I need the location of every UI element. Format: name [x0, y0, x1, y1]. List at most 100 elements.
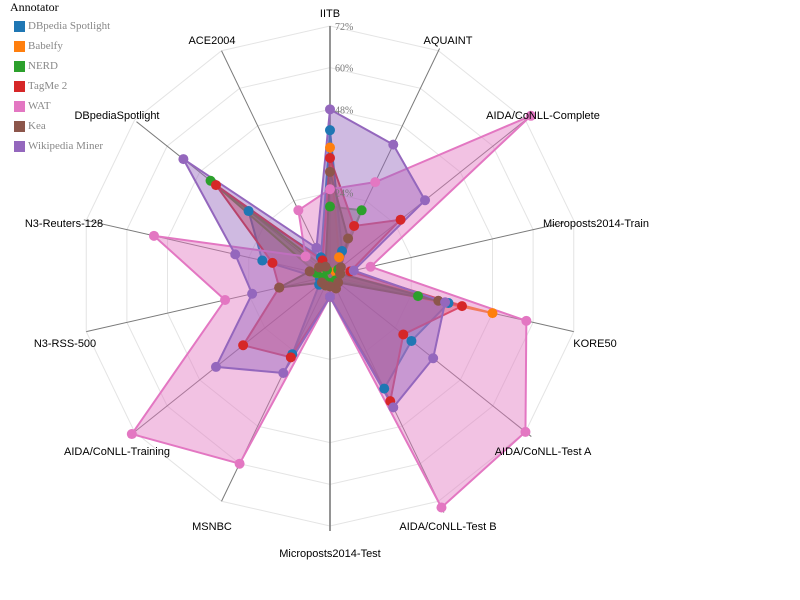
data-point: [348, 265, 359, 276]
data-point: [335, 268, 346, 279]
data-point: [274, 282, 285, 293]
data-point: [325, 142, 335, 153]
legend-label: Kea: [28, 120, 46, 132]
data-point: [320, 261, 331, 272]
data-point: [520, 426, 531, 437]
axis-line: [221, 50, 331, 277]
legend-item: Kea: [6, 116, 110, 136]
legend-item: WAT: [6, 96, 110, 116]
legend-item: TagMe 2: [6, 76, 110, 96]
data-point: [210, 180, 221, 191]
data-point: [238, 340, 249, 351]
tick-label: 60%: [335, 64, 353, 75]
legend-items: DBpedia Spotlight Babelfy NERD TagMe 2 WAT Ke…: [6, 16, 110, 156]
data-point: [178, 154, 189, 165]
data-point: [247, 288, 258, 299]
data-point: [325, 125, 335, 136]
data-point: [325, 152, 335, 163]
data-point: [257, 255, 268, 266]
data-point: [278, 367, 289, 378]
data-point: [300, 251, 311, 262]
data-point: [243, 206, 254, 217]
labels-layer: 24% 48% 60% 72% IITB AQUAINT AIDA/CoNLL-Comple…: [25, 8, 649, 560]
legend: Annotator DBpedia Spotlight Babelfy NERD Ta…: [6, 0, 110, 156]
legend-label: Babelfy: [28, 40, 63, 52]
data-point: [210, 361, 221, 372]
data-point: [379, 383, 390, 394]
series-layer: [126, 104, 536, 513]
legend-swatch: [14, 60, 25, 72]
axis-label: AIDA/CoNLL-Training: [64, 446, 170, 458]
axis-label: AIDA/CoNLL-Test A: [495, 446, 592, 458]
data-point: [325, 166, 335, 177]
data-point: [521, 315, 532, 326]
axis-label: ACE2004: [188, 35, 235, 47]
data-point: [230, 249, 241, 260]
legend-label: DBpedia Spotlight: [28, 20, 111, 32]
data-point: [220, 294, 231, 305]
axis-label: AIDA/CoNLL-Complete: [486, 110, 600, 122]
data-point: [316, 277, 327, 288]
data-point: [487, 308, 498, 319]
tick-label: 24%: [335, 189, 353, 200]
data-point: [325, 184, 335, 195]
data-point: [325, 201, 335, 212]
data-point: [267, 257, 278, 268]
legend-label: NERD: [28, 60, 58, 72]
data-point: [440, 297, 451, 308]
data-point: [395, 214, 406, 225]
data-point: [420, 195, 431, 206]
data-point: [285, 352, 296, 363]
data-point: [126, 429, 137, 440]
axis-label: AIDA/CoNLL-Test B: [399, 521, 496, 533]
data-point: [343, 233, 354, 244]
data-point: [234, 458, 245, 469]
legend-title: Annotator: [10, 0, 59, 14]
data-point: [325, 104, 335, 115]
legend-item: Wikipedia Miner: [6, 136, 110, 156]
data-point: [311, 242, 322, 253]
data-point: [148, 230, 159, 241]
data-point: [428, 353, 439, 364]
tick-label: 72%: [335, 22, 353, 33]
data-point: [457, 301, 468, 312]
data-point: [325, 291, 335, 302]
legend-label: WAT: [28, 100, 51, 112]
axis-label: DBpediaSpotlight: [74, 110, 159, 122]
legend-swatch: [14, 120, 25, 132]
legend-label: TagMe 2: [28, 80, 68, 92]
axis-label: MSNBC: [192, 521, 232, 533]
axis-label: N3-Reuters-128: [25, 218, 103, 230]
axis-label: KORE50: [573, 338, 616, 350]
data-point: [365, 261, 376, 272]
data-point: [525, 110, 536, 121]
axis-label: Microposts2014-Test: [279, 548, 381, 560]
data-point: [388, 402, 399, 413]
data-point: [356, 205, 367, 216]
tick-label: 48%: [335, 105, 353, 116]
data-point: [388, 139, 399, 150]
axis-label: N3-RSS-500: [34, 338, 96, 350]
data-point: [436, 502, 447, 513]
data-point: [370, 177, 381, 188]
data-point: [398, 329, 409, 340]
legend-item: Babelfy: [6, 36, 110, 56]
legend-item: DBpedia Spotlight: [6, 16, 110, 36]
axis-line: [130, 275, 331, 436]
axis-line: [329, 115, 532, 277]
legend-swatch: [14, 140, 25, 152]
axis-label: AQUAINT: [424, 35, 473, 47]
legend-item: NERD: [6, 56, 110, 76]
data-point: [293, 205, 304, 216]
data-point: [304, 266, 315, 277]
axis-line: [86, 275, 331, 333]
axis-label: IITB: [320, 8, 340, 20]
legend-swatch: [14, 20, 25, 32]
data-point: [334, 252, 345, 263]
legend-swatch: [14, 40, 25, 52]
legend-swatch: [14, 80, 25, 92]
axis-label: Microposts2014-Train: [543, 218, 649, 230]
data-point: [349, 220, 360, 231]
legend-label: Wikipedia Miner: [28, 140, 104, 152]
